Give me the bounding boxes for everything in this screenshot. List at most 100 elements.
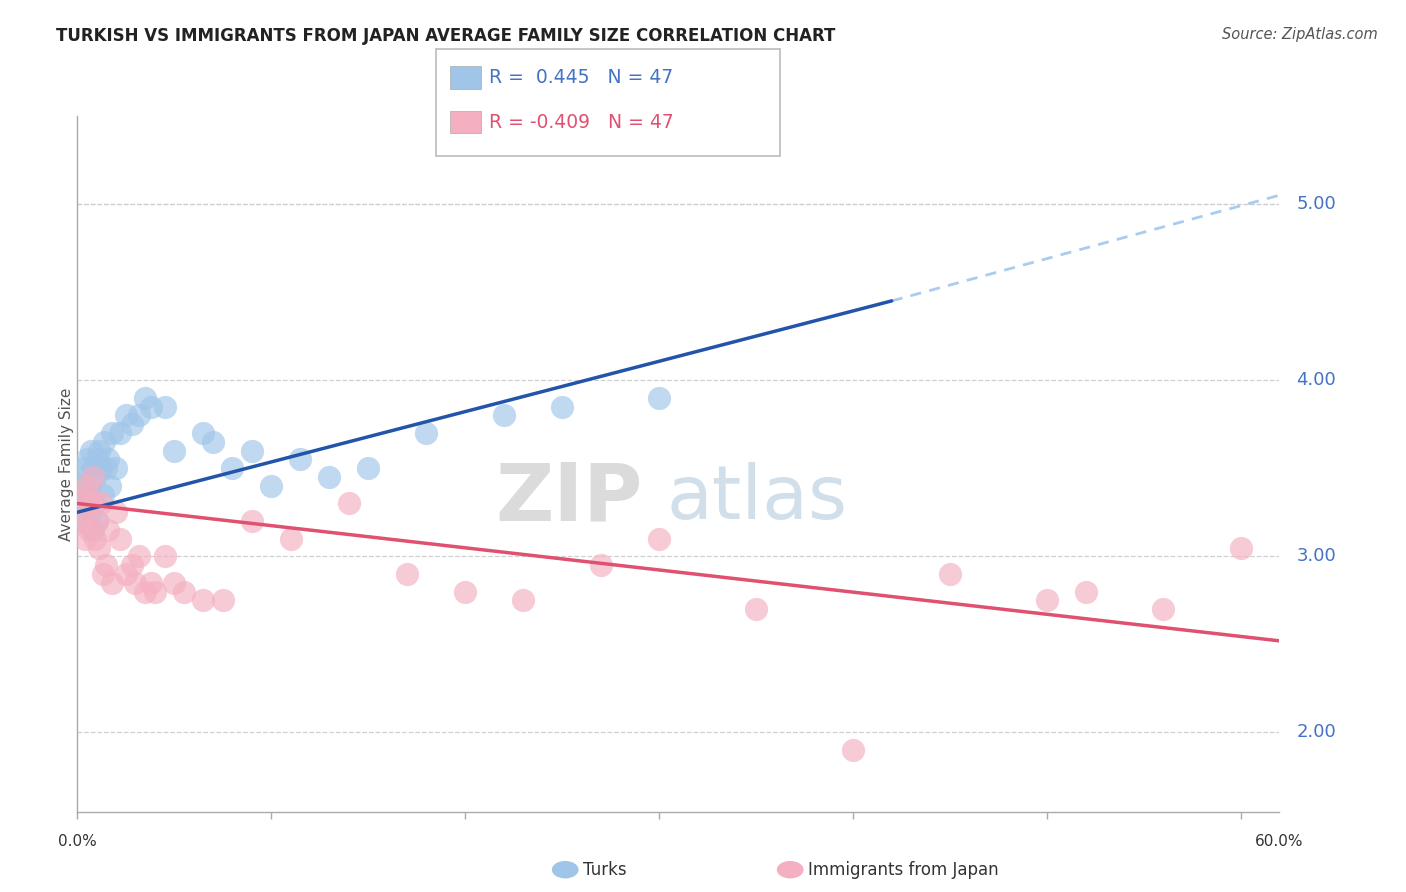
Point bbox=[90, 496, 112, 510]
Point bbox=[96, 558, 118, 573]
Text: 60.0%: 60.0% bbox=[1256, 834, 1303, 849]
Text: 5.00: 5.00 bbox=[1296, 195, 1336, 213]
Point bbox=[128, 549, 150, 564]
Text: R = -0.409   N = 47: R = -0.409 N = 47 bbox=[489, 112, 673, 132]
Point bbox=[221, 461, 243, 475]
Point bbox=[512, 593, 534, 607]
Point bbox=[153, 400, 176, 414]
Point bbox=[77, 479, 100, 493]
Point bbox=[211, 593, 233, 607]
Point bbox=[80, 496, 103, 510]
Point bbox=[173, 584, 195, 599]
Point bbox=[1152, 602, 1174, 616]
Text: Turks: Turks bbox=[583, 861, 627, 879]
Point bbox=[83, 496, 105, 510]
Point bbox=[114, 409, 136, 423]
Y-axis label: Average Family Size: Average Family Size bbox=[59, 387, 73, 541]
Point bbox=[134, 391, 156, 405]
Point bbox=[139, 575, 162, 590]
Point bbox=[108, 425, 131, 440]
Point bbox=[492, 409, 515, 423]
Point bbox=[1074, 584, 1097, 599]
Point bbox=[105, 505, 128, 519]
Point bbox=[139, 400, 162, 414]
Point bbox=[83, 470, 105, 484]
Point bbox=[70, 514, 93, 528]
Point bbox=[395, 566, 418, 581]
Point bbox=[939, 566, 962, 581]
Point bbox=[76, 514, 98, 528]
Text: 0.0%: 0.0% bbox=[58, 834, 97, 849]
Text: TURKISH VS IMMIGRANTS FROM JAPAN AVERAGE FAMILY SIZE CORRELATION CHART: TURKISH VS IMMIGRANTS FROM JAPAN AVERAGE… bbox=[56, 27, 835, 45]
Point bbox=[83, 532, 105, 546]
Point bbox=[163, 443, 186, 458]
Point bbox=[260, 479, 283, 493]
Point bbox=[415, 425, 437, 440]
Point bbox=[82, 470, 104, 484]
Point bbox=[80, 443, 103, 458]
Point bbox=[80, 505, 103, 519]
Point bbox=[82, 523, 104, 537]
Point bbox=[128, 409, 150, 423]
Text: Source: ZipAtlas.com: Source: ZipAtlas.com bbox=[1222, 27, 1378, 42]
Point bbox=[86, 514, 108, 528]
Point bbox=[75, 470, 97, 484]
Text: 4.00: 4.00 bbox=[1296, 371, 1336, 389]
Text: ZIP: ZIP bbox=[495, 459, 643, 538]
Point bbox=[87, 541, 110, 555]
Point bbox=[1036, 593, 1059, 607]
Point bbox=[97, 523, 120, 537]
Point bbox=[357, 461, 380, 475]
Point bbox=[87, 443, 110, 458]
Point bbox=[76, 479, 98, 493]
Point bbox=[67, 496, 90, 510]
Point bbox=[93, 434, 115, 449]
Point bbox=[97, 452, 120, 467]
Point bbox=[72, 488, 94, 502]
Point bbox=[745, 602, 768, 616]
Text: Immigrants from Japan: Immigrants from Japan bbox=[808, 861, 1000, 879]
Point bbox=[337, 496, 360, 510]
Point bbox=[202, 434, 225, 449]
Point bbox=[280, 532, 302, 546]
Point bbox=[108, 532, 131, 546]
Point bbox=[83, 496, 105, 510]
Point bbox=[70, 479, 93, 493]
Point bbox=[143, 584, 166, 599]
Point bbox=[318, 470, 340, 484]
Point bbox=[842, 743, 865, 757]
Point bbox=[290, 452, 312, 467]
Point bbox=[76, 452, 98, 467]
Point bbox=[121, 417, 143, 432]
Point bbox=[96, 461, 118, 475]
Point bbox=[153, 549, 176, 564]
Point bbox=[72, 461, 94, 475]
Point bbox=[86, 452, 108, 467]
Point bbox=[82, 461, 104, 475]
Text: atlas: atlas bbox=[666, 462, 848, 535]
Point bbox=[101, 575, 124, 590]
Point bbox=[134, 584, 156, 599]
Point bbox=[90, 461, 112, 475]
Point bbox=[86, 514, 108, 528]
Point bbox=[105, 461, 128, 475]
Point bbox=[101, 425, 124, 440]
Point bbox=[75, 496, 97, 510]
Point bbox=[75, 532, 97, 546]
Point bbox=[240, 514, 263, 528]
Text: 2.00: 2.00 bbox=[1296, 723, 1336, 741]
Point bbox=[193, 425, 215, 440]
Point bbox=[121, 558, 143, 573]
Point bbox=[114, 566, 136, 581]
Text: 3.00: 3.00 bbox=[1296, 548, 1336, 566]
Point bbox=[163, 575, 186, 590]
Text: R =  0.445   N = 47: R = 0.445 N = 47 bbox=[489, 68, 673, 87]
Point bbox=[124, 575, 146, 590]
Point bbox=[648, 391, 671, 405]
Point bbox=[67, 496, 90, 510]
Point bbox=[648, 532, 671, 546]
Point bbox=[98, 479, 121, 493]
Point bbox=[240, 443, 263, 458]
Point bbox=[77, 523, 100, 537]
Point bbox=[589, 558, 612, 573]
